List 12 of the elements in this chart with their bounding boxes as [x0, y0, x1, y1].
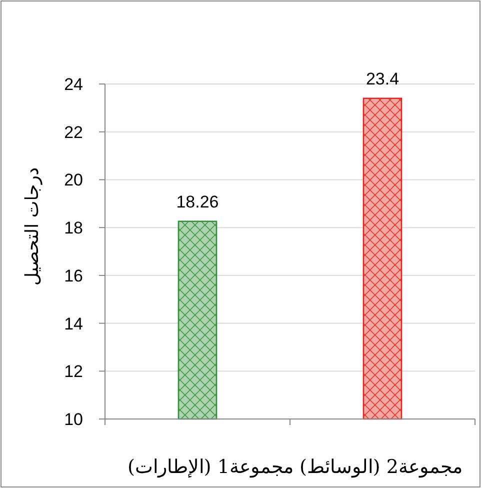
- y-tick-label: 14: [64, 314, 83, 334]
- y-tick-label: 24: [64, 75, 83, 94]
- y-tick-label: 22: [64, 122, 83, 142]
- x-axis-title: مجموعة2 (الوسائط) مجموعة1 (الإطارات): [128, 456, 462, 478]
- y-tick-label: 20: [64, 170, 83, 190]
- y-tick-label: 12: [64, 362, 83, 382]
- y-tick-label: 18: [64, 218, 83, 238]
- data-label: 23.4: [366, 69, 400, 88]
- y-tick-label: 10: [64, 410, 83, 429]
- data-label: 18.26: [176, 192, 219, 212]
- y-tick-label: 16: [64, 266, 83, 286]
- y-axis-title: درجات التحصيل: [22, 167, 43, 286]
